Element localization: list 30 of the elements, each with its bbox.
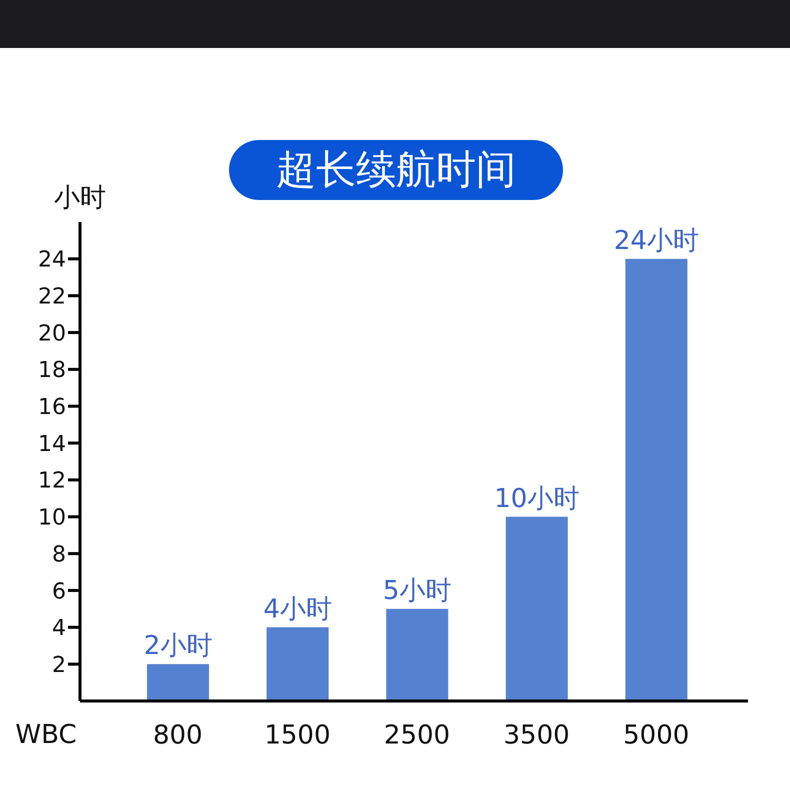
data-label: 10小时 (494, 484, 580, 514)
y-tick-label: 22 (38, 284, 66, 310)
data-label: 24小时 (614, 226, 699, 256)
bar (506, 516, 568, 701)
y-tick-label: 4 (52, 616, 66, 642)
x-tick-label: 2500 (384, 720, 450, 750)
x-tick-label: 800 (152, 720, 203, 750)
y-tick-label: 2 (52, 652, 66, 678)
bar (147, 664, 209, 701)
y-tick-label: 8 (52, 542, 66, 568)
data-label: 4小时 (263, 594, 332, 624)
bar (625, 258, 688, 701)
y-tick-label: 10 (38, 506, 66, 531)
x-axis-title: WBC (15, 720, 77, 750)
y-tick-label: 24 (38, 248, 66, 273)
bar (266, 627, 329, 701)
x-tick-label: 1500 (264, 720, 330, 750)
y-tick-label: 20 (38, 321, 66, 346)
y-tick-label: 18 (38, 358, 66, 384)
bar (386, 608, 448, 701)
data-label: 5小时 (382, 576, 452, 606)
y-tick-label: 6 (52, 579, 66, 604)
chart-title: 超长续航时间 (276, 147, 516, 193)
x-tick-label: 5000 (623, 720, 690, 750)
data-label: 2小时 (144, 631, 212, 662)
y-axis-title: 小时 (54, 183, 106, 213)
y-tick-label: 16 (38, 395, 66, 420)
x-tick-label: 3500 (504, 720, 570, 750)
y-tick-label: 14 (38, 432, 66, 457)
y-tick-label: 12 (38, 468, 66, 494)
